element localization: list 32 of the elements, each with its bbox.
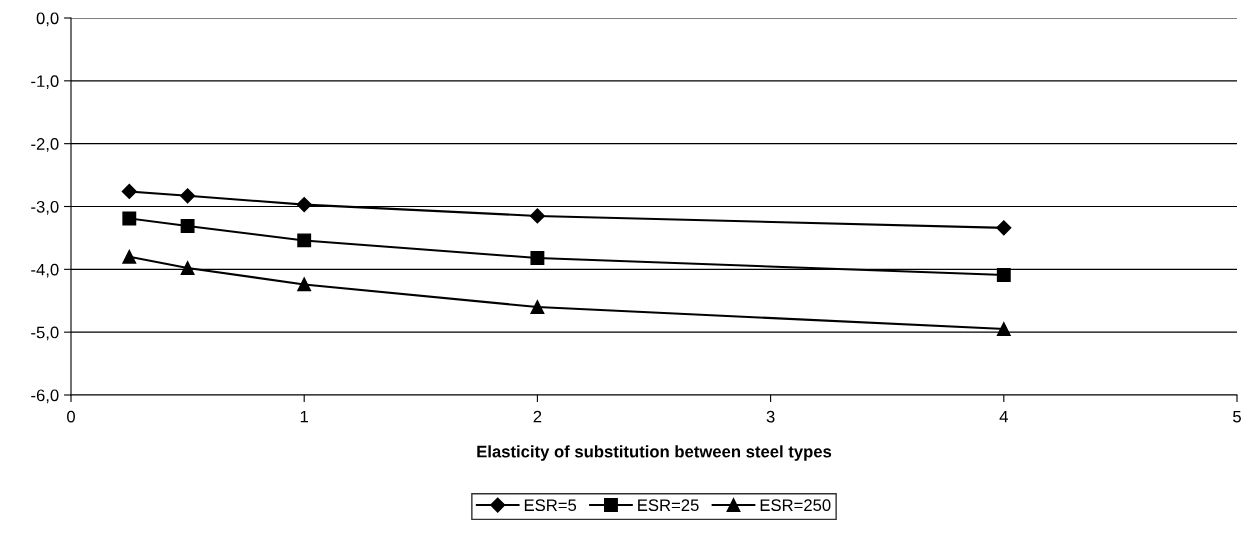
point: [180, 219, 195, 233]
point: [121, 183, 137, 199]
point: [297, 277, 312, 292]
point: [996, 220, 1012, 236]
y-tick-label: -1,0: [31, 75, 59, 90]
y-tick-label: -4,0: [31, 263, 59, 278]
y-tick-label: 0,0: [36, 12, 59, 27]
point: [996, 268, 1011, 282]
point: [297, 233, 312, 248]
point: [996, 322, 1011, 336]
y-tick-label: -5,0: [31, 326, 59, 341]
legend-label: ESR=5: [524, 499, 577, 512]
point: [180, 188, 196, 204]
point: [180, 261, 195, 276]
x-tick-label: 3: [766, 410, 775, 423]
x-tick-label: 2: [533, 410, 542, 423]
point: [122, 249, 137, 264]
x-tick-label: 5: [1233, 410, 1241, 423]
point: [296, 197, 312, 213]
point: [530, 251, 545, 265]
point: [529, 208, 545, 224]
y-tick-label: -3,0: [31, 200, 59, 215]
legend-label: ESR=25: [638, 499, 699, 512]
legend-label: ESR=250: [760, 499, 831, 512]
point: [122, 211, 137, 226]
point: [530, 300, 545, 314]
y-tick-label: -6,0: [31, 389, 59, 404]
x-tick-label: 1: [300, 410, 309, 423]
x-tick-label: 4: [999, 410, 1008, 423]
x-tick-label: 0: [67, 410, 75, 423]
x-axis-title: Elasticity of substitution between steel types: [477, 445, 832, 461]
y-tick-label: -2,0: [31, 138, 59, 152]
